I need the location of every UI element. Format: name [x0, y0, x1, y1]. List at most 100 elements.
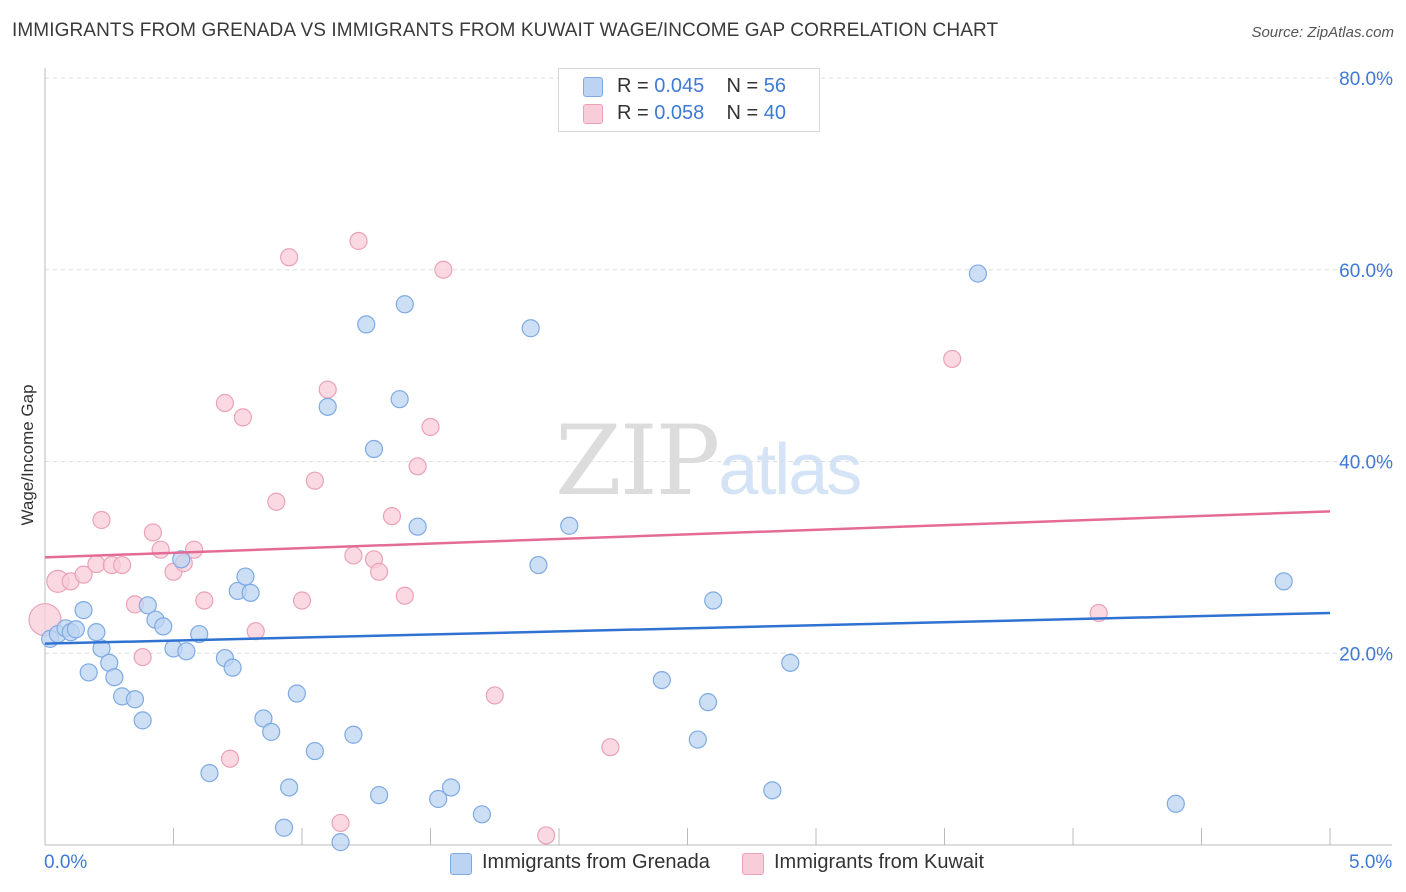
series-kuwait-points — [28, 231, 1108, 845]
kuwait-point — [943, 349, 962, 369]
kuwait-point — [280, 248, 299, 267]
legend-kuwait-n-value: 40 — [763, 102, 787, 124]
grenada-point — [408, 517, 427, 536]
bottom-legend-grenada-label: Immigrants from Grenada — [482, 851, 710, 873]
correlation-legend: R = 0.045 N = 56 R = 0.058 N = 40 — [558, 68, 820, 132]
grenada-point — [1274, 572, 1293, 591]
legend-grenada-n-label: N = — [726, 75, 764, 97]
bottom-legend-kuwait-label: Immigrants from Kuwait — [774, 851, 985, 873]
y-axis-label: Wage/Income Gap — [18, 384, 37, 526]
grenada-point — [254, 709, 273, 728]
kuwait-point — [395, 586, 414, 605]
kuwait-swatch — [583, 104, 603, 124]
grenada-point — [154, 617, 173, 636]
grenada-point — [274, 818, 294, 837]
grenada-point — [704, 591, 723, 610]
grenada-point — [280, 778, 299, 797]
grenada-point — [395, 295, 414, 314]
grenada-point — [223, 658, 242, 677]
grenada-point — [125, 690, 145, 709]
kuwait-point — [370, 562, 389, 581]
legend-grenada-r-label: R = — [617, 75, 655, 97]
kuwait-point — [87, 554, 106, 574]
kuwait-point — [92, 510, 111, 530]
trend-lines — [44, 510, 1331, 645]
grenada-point — [390, 390, 409, 409]
grenada-point — [190, 624, 209, 644]
grenada-swatch — [583, 77, 603, 97]
legend-kuwait-n-label: N = — [726, 102, 764, 124]
grenada-point — [1166, 794, 1185, 813]
grenada-point — [236, 567, 255, 586]
grenada-point — [87, 623, 106, 642]
x-tick-label-min: 0.0% — [44, 852, 88, 873]
kuwait-point — [151, 540, 170, 559]
series-grenada-points — [41, 264, 1293, 852]
kuwait-point — [485, 686, 504, 705]
grenada-point — [74, 601, 93, 620]
grenada-point — [66, 620, 85, 639]
kuwait-point — [292, 591, 312, 610]
x-tick-label-max: 5.0% — [1349, 852, 1393, 873]
legend-kuwait-r-label: R = — [617, 102, 655, 124]
kuwait-point — [220, 749, 240, 768]
y-tick-label: 40.0% — [1339, 453, 1393, 474]
kuwait-point — [349, 231, 368, 251]
grenada-point — [318, 397, 337, 416]
kuwait-point — [408, 457, 427, 476]
grenada-point — [357, 315, 376, 334]
legend-grenada-r-value: 0.045 — [654, 75, 705, 97]
grenada-point — [529, 555, 548, 575]
grenada-point — [521, 319, 540, 338]
kuwait-point — [215, 393, 234, 413]
grenada-point — [370, 786, 389, 805]
kuwait-point — [233, 408, 252, 427]
grenada-point — [344, 725, 363, 744]
kuwait-point — [601, 738, 620, 757]
kuwait-point — [133, 647, 152, 667]
kuwait-point — [344, 546, 363, 565]
grenada-point — [138, 596, 157, 615]
grenada-point — [441, 778, 461, 797]
chart-title: IMMIGRANTS FROM GRENADA VS IMMIGRANTS FR… — [12, 20, 999, 41]
source-label: Source: ZipAtlas.com — [1251, 24, 1394, 41]
grenada-point — [968, 264, 988, 283]
kuwait-point — [267, 492, 286, 511]
grenada-point — [763, 781, 782, 800]
legend-kuwait-r-value: 0.058 — [654, 102, 705, 124]
grenada-point — [781, 653, 800, 672]
grenada-point — [429, 789, 448, 809]
grenada-point — [79, 663, 98, 682]
axes — [44, 68, 1392, 846]
grenada-point — [200, 763, 219, 783]
kuwait-point — [195, 591, 214, 610]
grenada-point — [262, 722, 281, 741]
grenada-point — [331, 833, 350, 852]
grenada-point — [560, 516, 579, 535]
grenada-point — [472, 805, 491, 824]
y-tick-label: 80.0% — [1339, 69, 1393, 90]
y-tick-label: 20.0% — [1339, 644, 1393, 665]
watermark-atlas: atlas — [718, 430, 862, 510]
kuwait-point — [421, 417, 440, 437]
grenada-point — [364, 439, 384, 459]
grenada-point — [698, 693, 718, 712]
grenada-point — [133, 711, 152, 730]
grenada-point — [287, 684, 306, 703]
kuwait-point — [112, 555, 132, 575]
kuwait-point — [184, 540, 204, 559]
y-tick-labels: 20.0% 40.0% 60.0% 80.0% — [1339, 69, 1393, 665]
kuwait-trend-line — [44, 510, 1331, 559]
kuwait-point — [331, 813, 350, 833]
kuwait-point — [246, 622, 265, 641]
grenada-point — [177, 642, 196, 661]
grenada-point — [172, 550, 191, 569]
legend-grenada-n-value: 56 — [763, 75, 787, 97]
kuwait-point — [305, 471, 324, 490]
grenada-point — [688, 730, 707, 749]
grenada-point — [305, 741, 324, 761]
kuwait-point — [382, 507, 402, 526]
kuwait-point — [434, 260, 453, 279]
grenada-point — [241, 583, 260, 602]
